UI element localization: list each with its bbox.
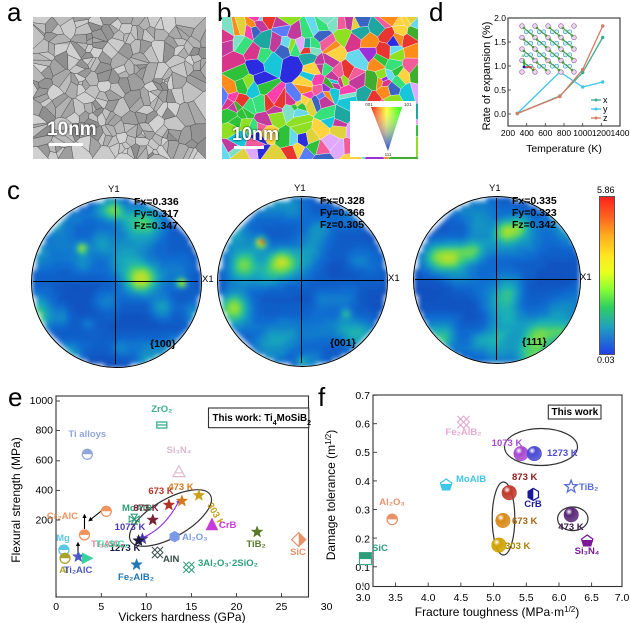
svg-text:1073 K: 1073 K — [115, 522, 146, 533]
svg-text:1273 K: 1273 K — [547, 448, 578, 459]
svg-text:MoAlB: MoAlB — [456, 474, 486, 485]
svg-text:001: 001 — [365, 102, 373, 107]
svg-text:Ti₃SiC₂: Ti₃SiC₂ — [96, 539, 129, 550]
svg-text:MoAlB: MoAlB — [122, 503, 152, 514]
svg-text:Fe₂AlB₂: Fe₂AlB₂ — [118, 572, 154, 583]
svg-text:303 K: 303 K — [204, 501, 226, 529]
svg-text:673 K: 673 K — [512, 516, 537, 527]
svg-text:303 K: 303 K — [505, 541, 530, 552]
svg-text:101: 101 — [404, 102, 412, 107]
svg-text:TiB₂: TiB₂ — [579, 482, 598, 493]
svg-text:5: 5 — [98, 601, 104, 613]
svg-text:7.0: 7.0 — [615, 592, 630, 604]
svg-text:Ti₂AlC: Ti₂AlC — [64, 565, 93, 576]
svg-text:1000: 1000 — [573, 128, 592, 138]
svg-text:This work: This work — [552, 407, 599, 418]
svg-text:Fracture toughness (MPa·m1/2): Fracture toughness (MPa·m1/2) — [415, 605, 580, 620]
svg-text:Fe₂AlB₂: Fe₂AlB₂ — [446, 427, 482, 438]
svg-text:0.0: 0.0 — [494, 109, 506, 119]
svg-text:4.5: 4.5 — [454, 592, 469, 604]
svg-text:SiC: SiC — [372, 543, 388, 554]
svg-text:25: 25 — [276, 601, 288, 613]
svg-text:z: z — [603, 113, 608, 123]
svg-text:3Al₂O₃·2SiO₂: 3Al₂O₃·2SiO₂ — [198, 558, 258, 569]
svg-text:111: 111 — [385, 152, 392, 157]
svg-text:CrB: CrB — [219, 520, 237, 531]
svg-text:15: 15 — [186, 601, 198, 613]
svg-text:Si₃N₄: Si₃N₄ — [575, 546, 600, 557]
svg-text:0.5: 0.5 — [494, 85, 506, 95]
svg-text:10: 10 — [140, 601, 152, 613]
svg-text:800: 800 — [557, 128, 571, 138]
svg-text:473 K: 473 K — [168, 482, 193, 493]
svg-text:0: 0 — [53, 601, 59, 613]
svg-text:200: 200 — [501, 128, 515, 138]
svg-text:5.0: 5.0 — [486, 592, 501, 604]
svg-text:Al: Al — [59, 565, 69, 576]
svg-text:SiC: SiC — [290, 547, 306, 558]
svg-text:TiB₂: TiB₂ — [246, 539, 265, 550]
svg-text:2.0: 2.0 — [494, 13, 506, 23]
svg-text:0.4: 0.4 — [355, 476, 370, 488]
svg-text:Mg: Mg — [56, 533, 70, 544]
svg-text:800: 800 — [35, 425, 53, 437]
svg-text:3.5: 3.5 — [388, 592, 403, 604]
svg-text:200: 200 — [35, 515, 53, 527]
svg-text:0.1: 0.1 — [355, 562, 370, 574]
svg-text:3.0: 3.0 — [356, 592, 371, 604]
svg-text:AlN: AlN — [163, 554, 180, 565]
svg-text:Al₂O₃: Al₂O₃ — [182, 532, 208, 543]
svg-text:Flexural strength (MPa): Flexural strength (MPa) — [9, 437, 23, 562]
svg-text:6.0: 6.0 — [552, 592, 567, 604]
svg-text:Temperature (K): Temperature (K) — [526, 143, 602, 155]
svg-text:Damage tolerance (m1/2): Damage tolerance (m1/2) — [324, 430, 339, 561]
svg-text:ZrO₂: ZrO₂ — [151, 404, 172, 415]
svg-text:1000: 1000 — [30, 395, 54, 407]
svg-text:0.3: 0.3 — [355, 505, 370, 517]
svg-text:873 K: 873 K — [512, 472, 537, 483]
svg-text:0.6: 0.6 — [355, 419, 370, 431]
svg-text:This work: Ti4MoSiB2: This work: Ti4MoSiB2 — [213, 413, 312, 427]
svg-text:473 K: 473 K — [558, 522, 583, 533]
svg-text:30: 30 — [321, 601, 333, 613]
svg-text:20: 20 — [231, 601, 243, 613]
svg-text:0.7: 0.7 — [355, 390, 370, 402]
svg-text:0.2: 0.2 — [355, 533, 370, 545]
svg-text:1.0: 1.0 — [494, 61, 506, 71]
svg-text:400: 400 — [35, 485, 53, 497]
svg-text:0.5: 0.5 — [355, 447, 370, 459]
svg-text:0.0: 0.0 — [355, 581, 370, 593]
svg-text:1200: 1200 — [592, 128, 611, 138]
svg-text:873 K: 873 K — [133, 503, 158, 514]
svg-text:Al₂O₃: Al₂O₃ — [379, 497, 405, 508]
svg-text:1.5: 1.5 — [494, 37, 506, 47]
svg-text:Vickers hardness (GPa): Vickers hardness (GPa) — [118, 610, 245, 623]
svg-text:1273 K: 1273 K — [110, 543, 141, 554]
svg-text:CrB: CrB — [524, 499, 542, 510]
svg-text:5.5: 5.5 — [519, 592, 534, 604]
svg-text:Ti alloys: Ti alloys — [68, 429, 106, 440]
svg-text:600: 600 — [35, 455, 53, 467]
svg-text:Ti₃AlC₂: Ti₃AlC₂ — [91, 539, 124, 550]
svg-text:600: 600 — [538, 128, 552, 138]
svg-text:1400: 1400 — [611, 128, 630, 138]
svg-text:4.0: 4.0 — [421, 592, 436, 604]
svg-text:Si₃N₄: Si₃N₄ — [167, 445, 192, 456]
svg-text:Cr₂AlC: Cr₂AlC — [47, 511, 78, 522]
svg-text:1073 K: 1073 K — [492, 438, 523, 449]
svg-text:400: 400 — [520, 128, 534, 138]
svg-text:673 K: 673 K — [148, 486, 173, 497]
svg-text:6.5: 6.5 — [584, 592, 599, 604]
